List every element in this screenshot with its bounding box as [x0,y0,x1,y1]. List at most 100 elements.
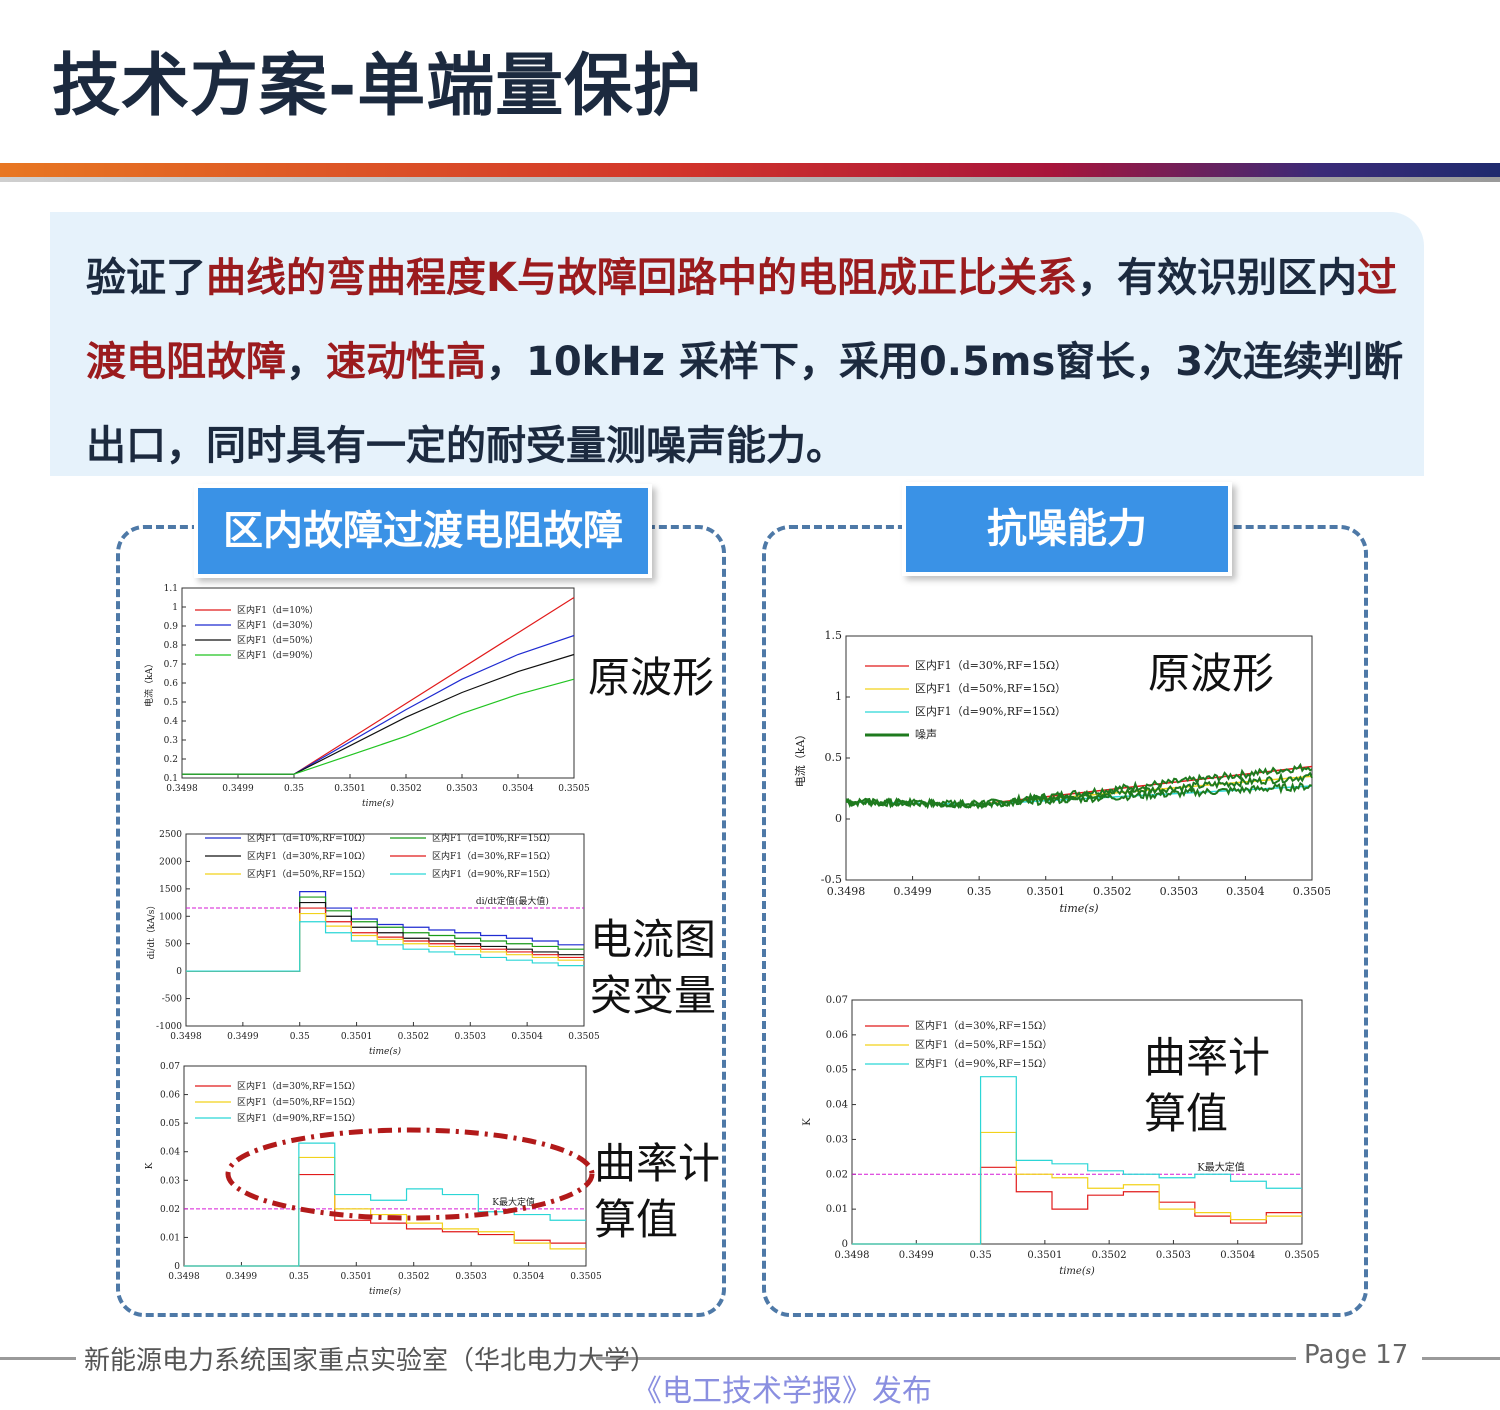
series-line [182,678,575,775]
threshold-label: K最大定值 [1197,1160,1244,1173]
series-line [182,653,575,775]
y-tick-label: 0.06 [160,1091,180,1101]
x-tick-label: 0.3503 [446,784,478,794]
x-tick-label: 0.3498 [835,1250,870,1261]
x-tick-label: 0.3505 [1293,885,1330,898]
y-tick-label: 1.1 [164,584,178,594]
chart-current-change-left: 0.3498 0.3499 0.35 0.3501 0.3502 0.3503 0.3504… [146,830,600,1057]
left-label-waveform: 原波形 [588,653,715,702]
legend-label: 区内F1（d=30%,RF=10Ω） [247,850,371,862]
legend-label: 区内F1（d=50%） [237,634,318,646]
y-tick-label: 0.8 [164,641,179,651]
x-axis-label: time(s) [1059,1266,1095,1277]
x-tick-label: 0.3504 [1220,1250,1255,1261]
y-tick-label: 0.02 [160,1205,180,1215]
y-tick-label: 0.2 [164,755,178,765]
y-tick-label: -0.5 [821,873,842,886]
y-tick-label: 0 [835,812,842,825]
x-tick-label: 0.35 [284,784,304,794]
x-tick-label: 0.3498 [168,1272,200,1282]
y-tick-label: 0.07 [160,1062,180,1072]
noise-trace [845,781,1313,810]
x-tick-label: 0.3503 [1160,885,1199,898]
left-panel-label: 区内故障过渡电阻故障 [194,484,652,578]
x-tick-label: 0.3499 [899,1250,934,1261]
threshold-label: K最大定值 [492,1196,535,1208]
y-tick-label: 0.5 [164,698,179,708]
y-tick-label: 1 [835,690,842,703]
x-tick-label: 0.3505 [568,1032,600,1042]
legend-label: 噪声 [915,727,937,741]
y-tick-label: 0 [174,1262,180,1272]
y-tick-label: 2000 [159,857,182,867]
y-tick-label: 0.05 [160,1119,180,1129]
y-tick-label: 0.1 [164,774,178,784]
plot-frame [185,833,585,1027]
x-tick-label: 0.3505 [570,1272,602,1282]
series-line [852,1166,1302,1245]
footer-line-left [0,1357,76,1360]
x-tick-label: 0.3505 [1285,1250,1320,1261]
footer-organization: 新能源电力系统国家重点实验室（华北电力大学） [84,1346,657,1376]
y-axis-label: K [802,1118,813,1126]
y-tick-label: 0.03 [160,1176,180,1186]
y-tick-label: 2500 [159,830,182,840]
x-tick-label: 0.3499 [222,784,254,794]
y-tick-label: 0.4 [164,717,179,727]
x-tick-label: 0.3504 [513,1272,545,1282]
right-label-curvature-a: 曲率计 [1144,1033,1271,1082]
x-tick-label: 0.3504 [1226,885,1265,898]
x-tick-label: 0.3503 [455,1032,487,1042]
x-tick-label: 0.3504 [511,1032,543,1042]
page-title: 技术方案-单端量保护 [52,47,703,126]
highlight-ellipse [225,1127,595,1221]
right-label-curvature-b: 算值 [1144,1089,1229,1138]
chart-curvature-right: 0.3498 0.3499 0.35 0.3501 0.3502 0.3503 0.3504… [802,995,1320,1277]
threshold-label: di/dt定值(最大值) [476,895,549,907]
legend-label: 区内F1（d=50%,RF=15Ω） [237,1096,361,1108]
y-tick-label: 0.04 [826,1100,848,1111]
footer-publisher: 《电工技术学报》发布 [632,1374,932,1409]
y-tick-label: 0.03 [826,1134,848,1145]
legend-label: 区内F1（d=90%,RF=15Ω） [432,868,556,880]
plot-frame [851,999,1303,1245]
x-tick-label: 0.3505 [558,784,590,794]
summary-highlight: 曲线的弯曲程度K与故障回路中的电阻成正比关系 [206,255,1077,301]
legend-label: 区内F1（d=50%,RF=15Ω） [915,1038,1052,1051]
y-axis-label: di/dt（kA/s） [146,901,157,960]
plot-frame [181,587,575,779]
series-line [186,921,584,972]
y-tick-label: 0.07 [826,995,848,1006]
legend-label: 区内F1（d=10%,RF=15Ω） [432,832,556,844]
summary-box: 验证了曲线的弯曲程度K与故障回路中的电阻成正比关系，有效识别区内过渡电阻故障，速… [50,212,1424,476]
summary-part: ， [286,339,326,385]
left-label-curvature-b: 算值 [594,1195,679,1244]
y-axis-label: 电流（kA） [793,729,807,788]
x-tick-label: 0.35 [289,1272,309,1282]
x-axis-label: time(s) [362,798,394,809]
series-line [184,1173,586,1267]
legend-label: 区内F1（d=10%） [237,604,318,616]
y-tick-label: 0 [842,1239,848,1250]
x-tick-label: 0.3501 [1027,1250,1062,1261]
x-tick-label: 0.3502 [1092,1250,1127,1261]
y-tick-label: 1.5 [825,629,843,642]
y-tick-label: 0.06 [826,1030,848,1041]
legend-label: 区内F1（d=50%,RF=15Ω） [247,868,371,880]
legend-label: 区内F1（d=30%） [237,619,318,631]
x-tick-label: 0.3498 [166,784,198,794]
y-tick-label: -1000 [156,1022,182,1032]
series-line [186,912,584,972]
y-tick-label: 0.3 [164,736,179,746]
x-axis-label: time(s) [369,1046,401,1057]
y-tick-label: 0.5 [825,751,843,764]
series-line [184,1156,586,1267]
legend-label: 区内F1（d=30%,RF=15Ω） [432,850,556,862]
y-tick-label: 0.01 [160,1233,180,1243]
series-line [184,1142,586,1267]
x-tick-label: 0.35 [967,885,992,898]
y-tick-label: 0.9 [164,622,179,632]
summary-part: 验证了 [86,255,206,301]
legend-label: 区内F1（d=30%,RF=15Ω） [915,1019,1052,1032]
legend-label: 区内F1（d=90%） [237,649,318,661]
